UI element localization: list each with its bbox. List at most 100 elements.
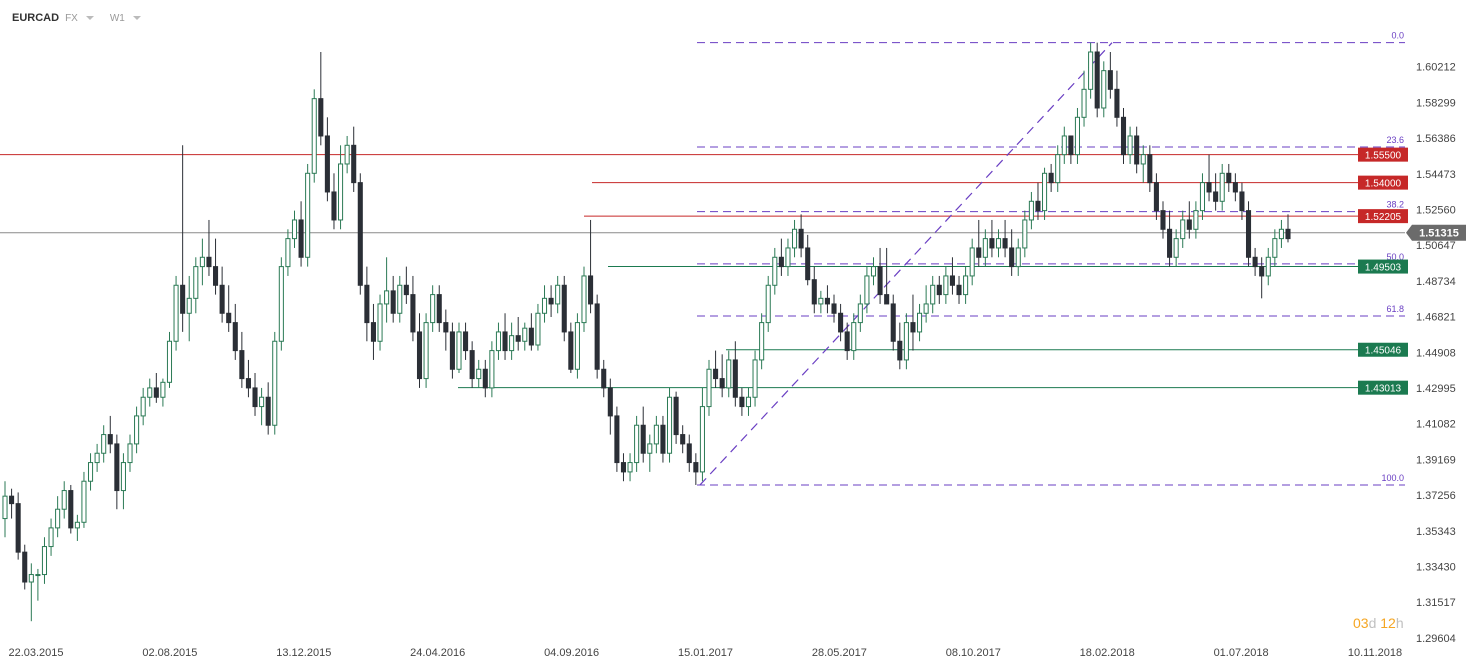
candle-body (272, 340, 278, 426)
interval-label[interactable]: W1 (109, 12, 125, 24)
candle (1015, 238, 1021, 276)
candle-body (1160, 210, 1166, 230)
candle-body (41, 546, 48, 576)
candle (173, 275, 179, 351)
candle (81, 471, 87, 528)
candle-body (81, 480, 87, 523)
resistance-tag-text: 1.55500 (1365, 151, 1402, 162)
candle (370, 303, 376, 360)
candle (410, 275, 416, 342)
candle (936, 275, 942, 304)
candle (818, 290, 824, 314)
candle-body (22, 551, 28, 583)
candle (949, 257, 955, 295)
candle-body (1120, 116, 1127, 156)
candle (364, 266, 370, 342)
symbol-label[interactable]: EURCAD (12, 12, 60, 24)
candle-body (1074, 116, 1080, 156)
candle (601, 359, 607, 398)
market-label[interactable]: FX (65, 12, 78, 24)
candle (94, 443, 100, 472)
candle (101, 425, 107, 463)
candle-body (291, 219, 298, 240)
candle-body (61, 490, 67, 510)
resistance-tag: 1.52205 (1358, 209, 1408, 224)
candle (969, 238, 975, 286)
candle (397, 275, 403, 323)
resistance-tag-text: 1.54000 (1365, 179, 1402, 190)
candle (2, 481, 8, 538)
candle-body (1068, 135, 1074, 156)
candle (686, 434, 692, 472)
candle-body (489, 350, 495, 389)
candle (298, 201, 304, 267)
candle (1232, 173, 1238, 202)
fib-level-label: 0.0 (1391, 31, 1404, 41)
candle-body (930, 284, 936, 305)
candle-body (410, 294, 416, 333)
candle-body (1009, 247, 1015, 268)
candle (739, 387, 745, 416)
candle-body (772, 256, 778, 286)
candle (864, 266, 870, 314)
support-tag-box (1358, 380, 1408, 395)
y-tick-label: 1.48734 (1416, 276, 1456, 288)
candle (693, 453, 699, 485)
candle (272, 331, 278, 435)
candle-body (634, 424, 640, 464)
candle-body (1061, 135, 1067, 156)
candle (1042, 167, 1048, 220)
countdown-hours-unit: h (1395, 615, 1404, 631)
candle (1074, 107, 1080, 164)
candle (1081, 70, 1087, 127)
candle-body (94, 452, 100, 464)
candle (120, 453, 126, 510)
candle (456, 322, 462, 373)
chart-header: EURCAD FX W1 (12, 12, 151, 24)
candle-body (1173, 238, 1179, 258)
candle (745, 387, 752, 416)
candle (1022, 210, 1028, 258)
candle (390, 275, 396, 323)
market-dropdown-icon[interactable] (85, 16, 94, 20)
candle-body (107, 434, 113, 445)
fib-level-label: 38.2 (1386, 200, 1404, 210)
candle-body (443, 322, 449, 333)
candle-body (778, 256, 784, 268)
candle-body (298, 219, 304, 258)
candle (1180, 210, 1186, 248)
candle-body (87, 462, 94, 482)
candle (1134, 126, 1140, 174)
candle-body (765, 284, 771, 324)
candle-body (74, 521, 80, 529)
candle (515, 317, 521, 351)
interval-dropdown-icon[interactable] (132, 16, 141, 20)
candle-body (535, 312, 541, 346)
candle-body (364, 284, 370, 324)
fibonacci-retracement[interactable]: 0.0 23.6 38.2 50.0 61.8 100.0 (697, 31, 1405, 486)
candle-body (1101, 70, 1107, 109)
candle (1153, 173, 1159, 220)
candle-body (430, 294, 436, 324)
candle-body (1226, 172, 1232, 184)
candle (489, 341, 495, 398)
candle (285, 229, 291, 276)
candle-body (390, 290, 396, 314)
candle (1127, 126, 1133, 164)
candle-body (1232, 182, 1238, 193)
candle (1206, 154, 1212, 202)
candle-body (1140, 154, 1146, 165)
resistance-tag: 1.54000 (1358, 175, 1408, 190)
candle-body (1167, 228, 1173, 258)
candle-body (647, 443, 653, 454)
candle-body (416, 331, 423, 380)
candle-body (1206, 182, 1212, 193)
candle (923, 285, 929, 323)
candle-body (522, 327, 528, 342)
candle (1120, 107, 1127, 164)
candle-body (331, 191, 337, 221)
x-tick-label: 28.05.2017 (812, 647, 867, 659)
candle (930, 275, 936, 314)
candle-body (910, 322, 916, 333)
